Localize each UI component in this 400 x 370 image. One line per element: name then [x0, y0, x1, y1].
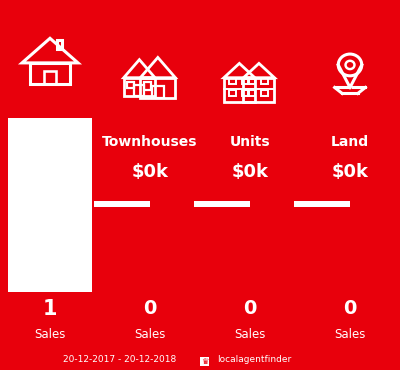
FancyBboxPatch shape [200, 357, 209, 366]
Bar [44, 71, 56, 84]
Text: 0: 0 [343, 299, 357, 319]
Bar [8, 118, 92, 292]
Text: Sales: Sales [34, 328, 66, 342]
Text: Sales: Sales [334, 328, 366, 342]
Text: Units: Units [230, 135, 270, 149]
Bar [134, 85, 144, 96]
Text: 1: 1 [43, 299, 57, 319]
Bar [152, 85, 164, 98]
Bar [294, 201, 350, 207]
Bar [244, 78, 274, 102]
Text: $0k: $0k [232, 163, 268, 181]
Bar [140, 78, 175, 98]
Bar [261, 91, 268, 97]
Bar [229, 91, 236, 97]
Text: 0: 0 [243, 299, 257, 319]
Bar [30, 63, 70, 84]
Bar [242, 78, 249, 84]
Text: $0k: $0k [332, 163, 368, 181]
Text: Land: Land [331, 135, 369, 149]
Bar [229, 78, 236, 84]
Text: Sales: Sales [134, 328, 166, 342]
Text: localagentfinder: localagentfinder [217, 355, 291, 364]
Text: $0k: $0k [132, 163, 168, 181]
Text: ♛: ♛ [201, 357, 208, 366]
Text: Sales: Sales [234, 328, 266, 342]
Text: $280k: $280k [14, 162, 86, 182]
Bar [224, 78, 255, 102]
Bar [57, 40, 62, 50]
Bar [248, 78, 255, 84]
Bar [248, 91, 255, 97]
Text: Houses: Houses [17, 135, 83, 150]
Bar [194, 201, 250, 207]
Text: 20-12-2017 - 20-12-2018: 20-12-2017 - 20-12-2018 [63, 355, 177, 364]
Bar [261, 78, 268, 84]
Text: 0: 0 [143, 299, 157, 319]
Text: Townhouses: Townhouses [102, 135, 198, 149]
Bar [94, 201, 150, 207]
Bar [144, 83, 151, 90]
Bar [127, 82, 134, 88]
Bar [242, 91, 249, 97]
Bar [124, 78, 155, 96]
